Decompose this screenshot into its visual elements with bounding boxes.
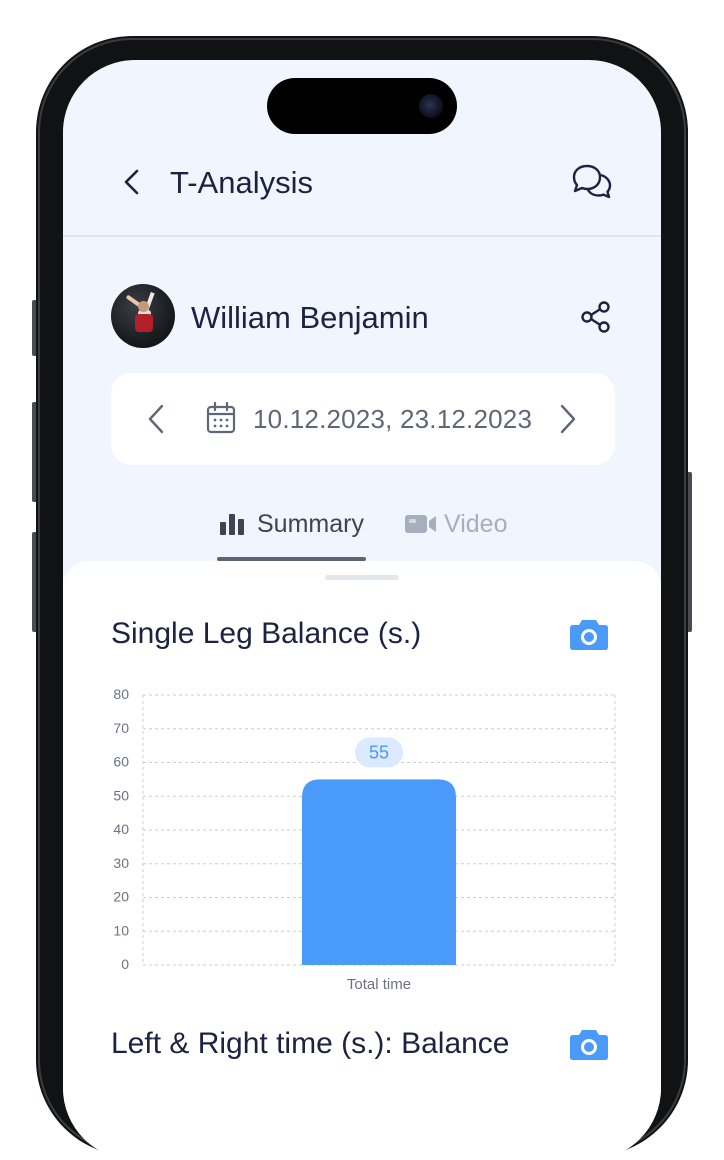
date-range-selector[interactable]: 10.12.2023, 23.12.2023 bbox=[111, 373, 615, 465]
chart-bar bbox=[302, 779, 456, 965]
data-label: 55 bbox=[369, 742, 389, 762]
dynamic-island bbox=[267, 78, 457, 134]
avatar bbox=[111, 284, 175, 348]
section-title-left-right: Left & Right time (s.): Balance bbox=[111, 1027, 510, 1060]
app-header: T-Analysis bbox=[63, 148, 661, 236]
data-label-bubble bbox=[355, 737, 403, 768]
action-button bbox=[32, 300, 38, 356]
y-tick-label: 50 bbox=[113, 787, 129, 803]
volume-up-button bbox=[32, 402, 38, 502]
chevron-left-icon[interactable] bbox=[119, 168, 147, 196]
date-range-text: 10.12.2023, 23.12.2023 bbox=[253, 404, 533, 434]
header-divider bbox=[63, 235, 661, 237]
y-tick-label: 10 bbox=[113, 922, 129, 938]
tab-summary-label: Summary bbox=[257, 510, 364, 538]
camera-icon[interactable] bbox=[569, 1027, 609, 1061]
y-tick-label: 20 bbox=[113, 889, 129, 905]
front-camera bbox=[419, 94, 443, 118]
section-title-single-leg: Single Leg Balance (s.) bbox=[111, 617, 422, 650]
active-tab-indicator bbox=[217, 557, 366, 561]
page-title: T-Analysis bbox=[170, 165, 313, 200]
user-name: William Benjamin bbox=[191, 300, 429, 335]
power-button bbox=[686, 472, 692, 632]
y-tick-label: 60 bbox=[113, 754, 129, 770]
single-leg-balance-chart: 0 10 20 30 40 50 60 70 80 55 Total time bbox=[113, 686, 616, 993]
chevron-left-icon[interactable] bbox=[145, 403, 169, 435]
chat-bubbles-icon[interactable] bbox=[571, 162, 613, 202]
calendar-icon bbox=[206, 401, 236, 434]
x-tick-label: Total time bbox=[347, 976, 411, 993]
camera-icon[interactable] bbox=[569, 617, 609, 651]
y-tick-label: 80 bbox=[113, 686, 129, 702]
tab-video-label: Video bbox=[444, 510, 508, 538]
content-sheet: Single Leg Balance (s.) 0 10 20 30 40 50 60 70 8… bbox=[63, 561, 661, 1160]
share-icon[interactable] bbox=[579, 300, 613, 334]
y-tick-label: 40 bbox=[113, 821, 129, 837]
y-tick-label: 70 bbox=[113, 720, 129, 736]
bar-chart-icon bbox=[220, 514, 244, 535]
sheet-handle[interactable] bbox=[325, 575, 399, 580]
volume-down-button bbox=[32, 532, 38, 632]
y-tick-label: 30 bbox=[113, 855, 129, 871]
app-screen: T-Analysis William Benjamin bbox=[63, 60, 661, 1160]
chevron-right-icon[interactable] bbox=[555, 403, 579, 435]
video-camera-icon bbox=[405, 515, 436, 533]
y-tick-label: 0 bbox=[121, 956, 129, 972]
